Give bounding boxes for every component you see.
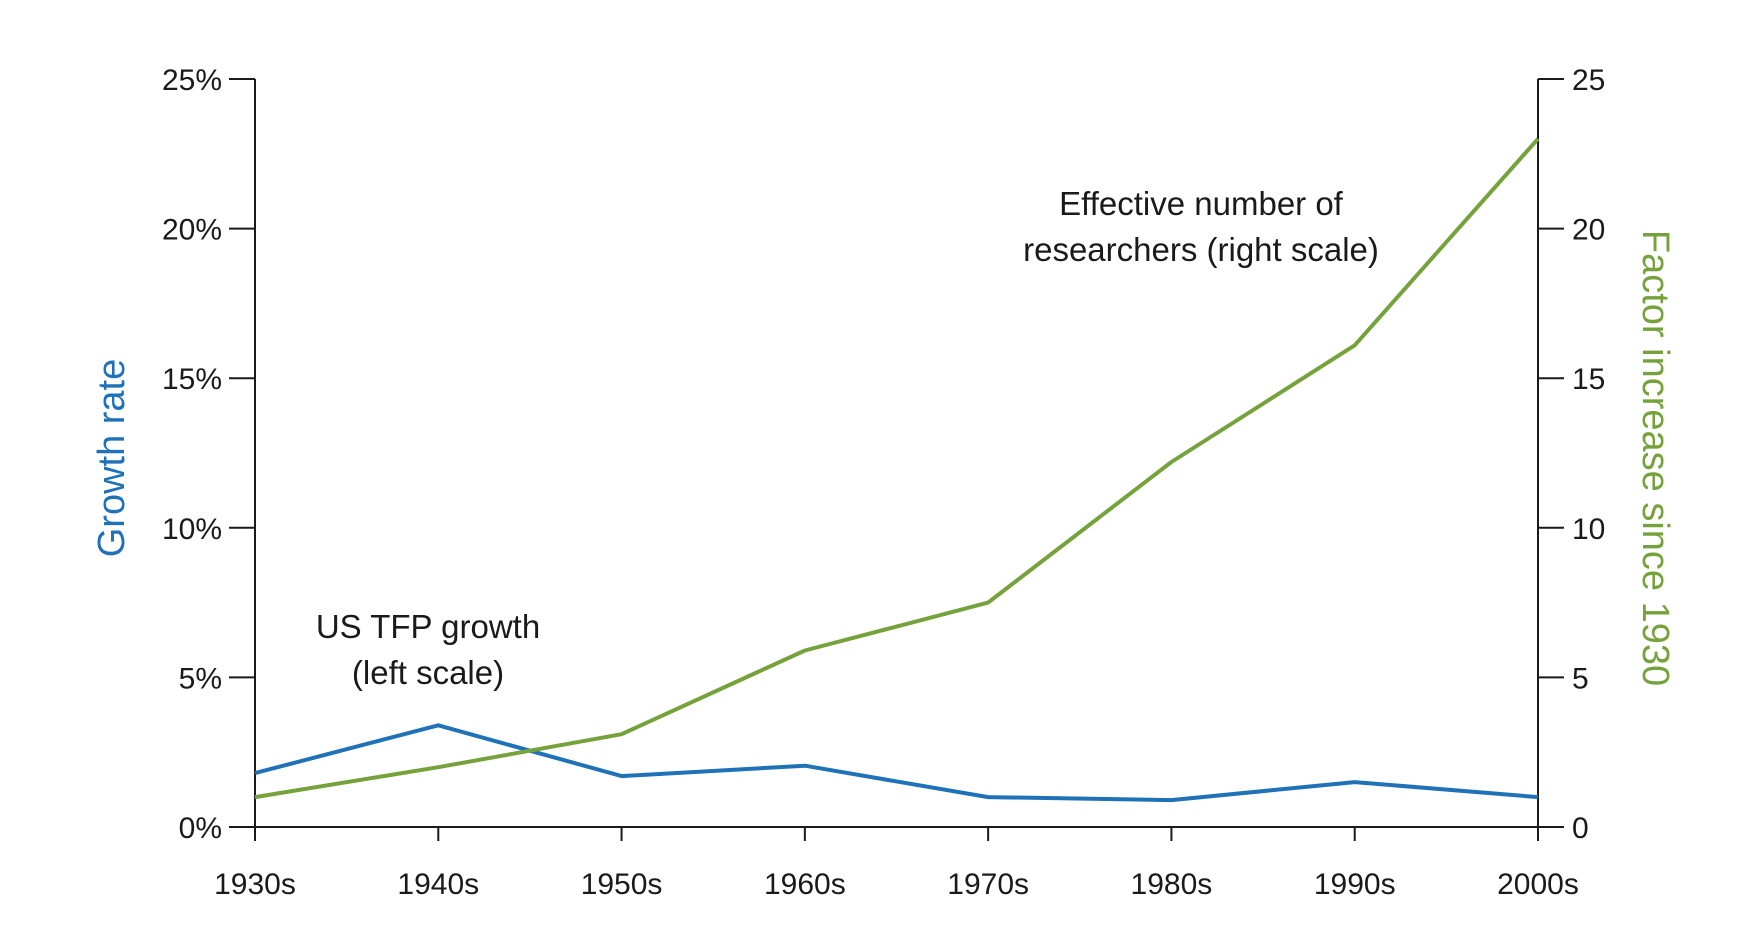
- right-tick-label: 15: [1572, 363, 1605, 396]
- series-line-researchers: [254, 137, 1540, 800]
- left-axis-ticks: 0% 5% 10% 15% 20% 25%: [162, 64, 255, 845]
- annotation-researchers-line-2: researchers (right scale): [1023, 231, 1379, 268]
- left-tick-label: 15%: [162, 363, 222, 396]
- right-tick-label: 25: [1572, 64, 1605, 97]
- x-axis-ticks: 1930s 1940s 1950s 1960s 1970s 1980s 1990s 2000s: [214, 827, 1579, 901]
- series-line-tfp-growth: [254, 723, 1539, 803]
- left-tick-label: 10%: [162, 513, 222, 546]
- x-tick-label: 2000s: [1497, 868, 1579, 901]
- x-tick-label: 1930s: [214, 868, 296, 901]
- right-tick-label: 5: [1572, 662, 1589, 695]
- left-tick-label: 0%: [179, 812, 222, 845]
- right-axis-ticks: 0 5 10 15 20 25: [1538, 64, 1605, 845]
- left-tick-label: 25%: [162, 64, 222, 97]
- x-tick-label: 1950s: [581, 868, 663, 901]
- right-tick-label: 20: [1572, 214, 1605, 247]
- right-axis-title: Factor increase since 1930: [1634, 230, 1676, 686]
- x-tick-label: 1990s: [1314, 868, 1396, 901]
- series-lines: [254, 137, 1540, 803]
- annotation-tfp-line-1: US TFP growth: [316, 608, 540, 645]
- annotation-researchers-line-1: Effective number of: [1059, 185, 1344, 222]
- left-tick-label: 5%: [179, 662, 222, 695]
- left-tick-label: 20%: [162, 214, 222, 247]
- axes: [254, 79, 1539, 828]
- right-tick-label: 0: [1572, 812, 1589, 845]
- annotation-tfp-line-2: (left scale): [352, 654, 504, 691]
- x-tick-label: 1970s: [947, 868, 1029, 901]
- x-tick-label: 1960s: [764, 868, 846, 901]
- right-tick-label: 10: [1572, 513, 1605, 546]
- x-tick-label: 1940s: [397, 868, 479, 901]
- left-axis-title: Growth rate: [91, 359, 133, 558]
- x-tick-label: 1980s: [1131, 868, 1213, 901]
